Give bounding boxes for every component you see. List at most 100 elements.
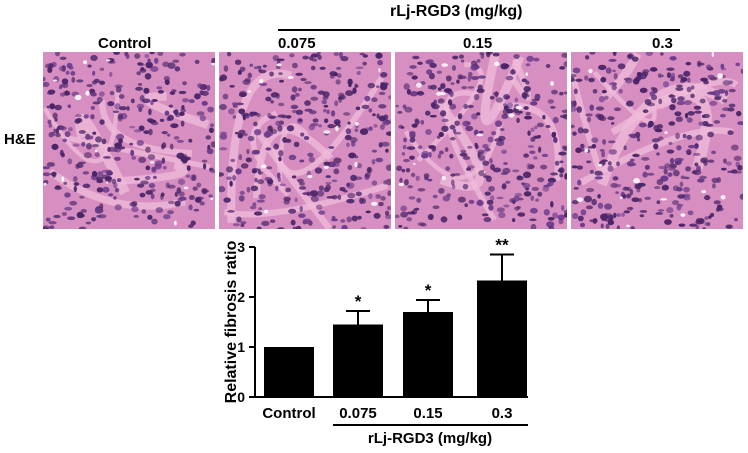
nucleus — [563, 209, 567, 214]
nucleus — [343, 189, 348, 193]
clear-space — [598, 163, 603, 167]
nucleus — [687, 77, 691, 83]
nucleus — [86, 142, 92, 150]
nucleus — [403, 83, 410, 90]
nucleus — [299, 159, 305, 163]
nucleus — [246, 148, 250, 155]
x-tick-label: 0.075 — [339, 405, 377, 422]
significance-marker: * — [425, 281, 432, 300]
clear-space — [211, 62, 215, 66]
nucleus — [46, 162, 56, 167]
nucleus — [631, 197, 640, 203]
nucleus — [99, 67, 105, 71]
nucleus — [250, 185, 259, 192]
clear-space — [701, 190, 707, 194]
nucleus — [496, 196, 504, 200]
nucleus — [523, 115, 533, 120]
nucleus — [512, 218, 516, 223]
nucleus — [430, 84, 437, 90]
nucleus — [355, 106, 361, 111]
nucleus — [512, 169, 520, 173]
nucleus — [517, 212, 526, 217]
clear-space — [588, 68, 593, 74]
nucleus — [607, 116, 615, 121]
nucleus — [346, 198, 355, 204]
y-tick-label: 0 — [237, 389, 245, 405]
nucleus — [585, 205, 593, 210]
nucleus — [642, 171, 648, 178]
nucleus — [412, 55, 420, 60]
clear-space — [494, 61, 500, 67]
nucleus — [702, 227, 706, 229]
nucleus — [503, 204, 510, 208]
stroma-band — [435, 100, 485, 191]
nucleus — [666, 207, 674, 214]
nucleus — [219, 186, 226, 193]
nucleus — [294, 197, 298, 203]
nucleus — [219, 133, 228, 140]
nucleus — [651, 138, 660, 143]
nucleus — [92, 70, 96, 76]
nucleus — [613, 183, 622, 188]
nucleus — [383, 224, 390, 229]
nucleus — [622, 193, 627, 199]
nucleus — [131, 156, 137, 160]
nucleus — [618, 88, 623, 94]
nucleus — [612, 69, 616, 73]
nucleus — [75, 114, 82, 118]
nucleus — [409, 65, 417, 69]
nucleus — [333, 168, 340, 175]
nucleus — [138, 82, 143, 86]
nucleus — [347, 78, 353, 86]
nucleus — [598, 172, 604, 176]
nucleus — [48, 62, 54, 70]
nucleus — [633, 153, 639, 158]
nucleus — [675, 116, 683, 123]
nucleus — [266, 88, 272, 92]
nucleus — [48, 221, 57, 225]
nucleus — [75, 117, 83, 123]
group-header-line — [278, 29, 680, 31]
nucleus — [201, 159, 208, 163]
nucleus — [300, 132, 305, 137]
nucleus — [61, 211, 68, 216]
nucleus — [740, 68, 743, 74]
significance-marker: ** — [495, 236, 509, 255]
nucleus — [551, 89, 558, 95]
nucleus — [500, 172, 508, 175]
nucleus — [150, 193, 155, 200]
clear-space — [53, 79, 58, 82]
clear-space — [106, 181, 109, 184]
nucleus — [684, 112, 689, 119]
nucleus — [60, 152, 65, 158]
nucleus — [423, 173, 430, 179]
nucleus — [452, 55, 459, 60]
nucleus — [558, 151, 567, 156]
nucleus — [398, 225, 403, 228]
nucleus — [386, 205, 391, 211]
nucleus — [484, 147, 491, 152]
nucleus — [440, 216, 448, 223]
nucleus — [299, 181, 306, 186]
nucleus — [479, 158, 486, 162]
nucleus — [571, 106, 577, 112]
nucleus — [155, 207, 164, 214]
nucleus — [599, 149, 605, 152]
nucleus — [616, 225, 620, 229]
nucleus — [125, 53, 130, 59]
nucleus — [148, 119, 157, 124]
panel-label-0075: 0.075 — [278, 35, 316, 52]
nucleus — [408, 196, 416, 200]
nucleus — [616, 161, 620, 167]
nucleus — [112, 148, 119, 152]
nucleus — [240, 223, 245, 228]
clear-space — [626, 224, 630, 228]
clear-space — [264, 209, 269, 214]
nucleus — [498, 135, 506, 141]
nucleus — [117, 115, 123, 122]
nucleus — [205, 135, 212, 140]
nucleus — [59, 92, 66, 97]
nucleus — [92, 131, 97, 135]
nucleus — [445, 75, 452, 82]
nucleus — [234, 59, 242, 65]
